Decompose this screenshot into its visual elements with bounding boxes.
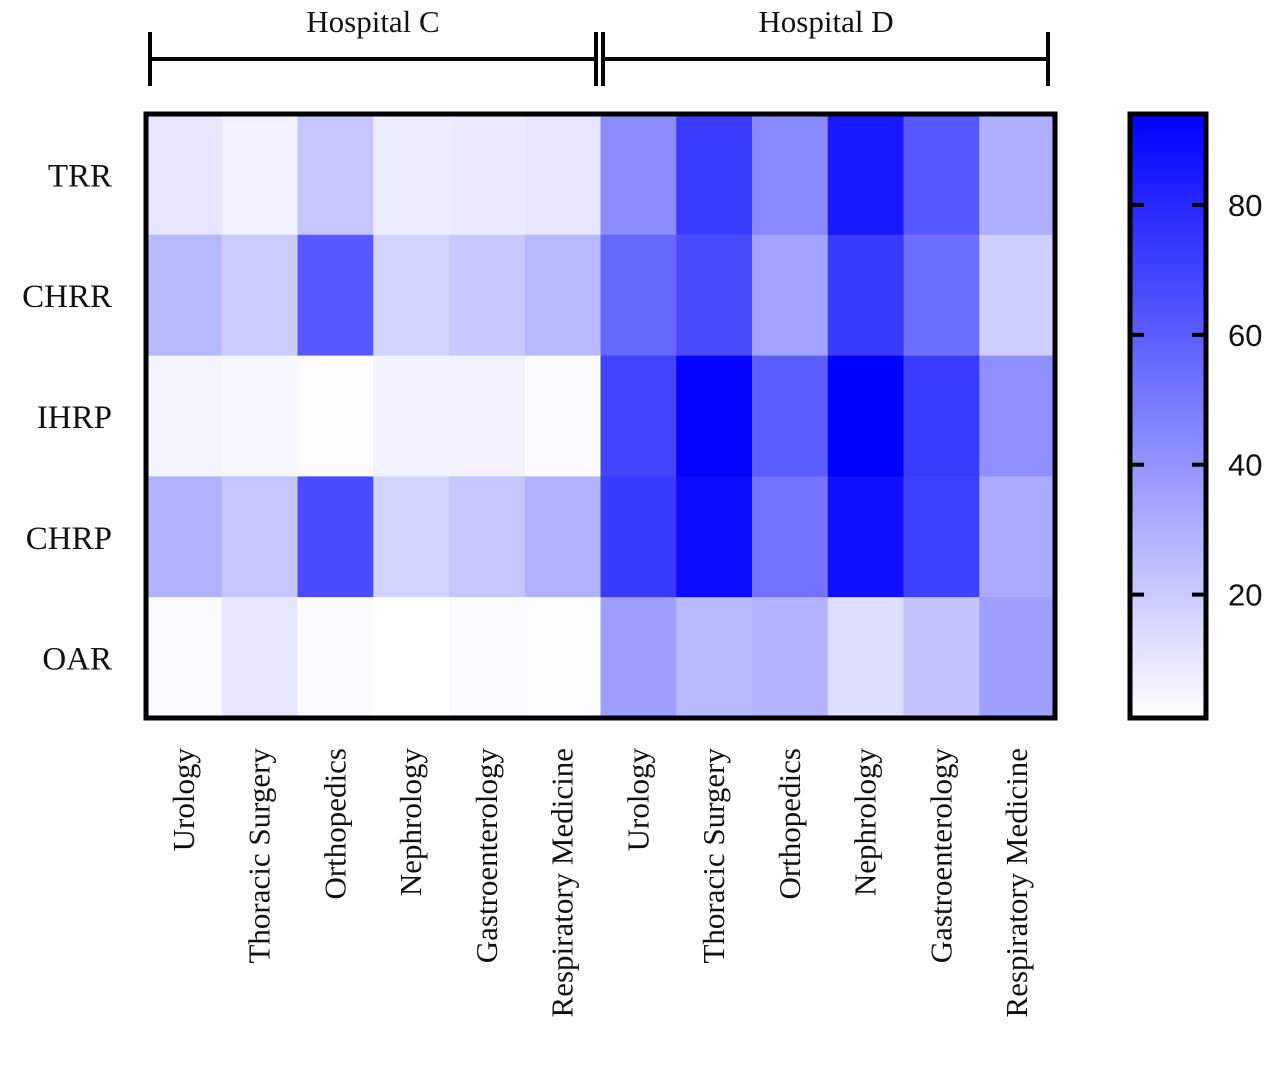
heatmap-cell [827,234,905,357]
heatmap-cell [827,114,905,236]
heatmap-cell [449,355,526,477]
column-label: Urology [166,748,201,852]
heatmap-cell [297,597,374,719]
column-label: Urology [620,748,655,852]
colorbar-tick-label: 20 [1228,578,1262,613]
heatmap-cell [903,597,980,719]
heatmap-cell [524,234,602,357]
heatmap-cell [903,114,980,236]
heatmap-cell [449,597,526,719]
heatmap-cell [373,476,450,598]
heatmap-cell [221,234,299,357]
heatmap-cell [449,114,526,236]
colorbar-tick-label: 80 [1228,188,1262,223]
heatmap-cell [903,476,980,598]
heatmap-cell [676,355,753,477]
heatmap-cell [979,476,1056,598]
heatmap-cell [297,234,374,357]
row-labels: TRR CHRR IHRP CHRP OAR [22,158,112,677]
heatmap-cell [221,114,299,236]
column-label: Gastroenterology [923,748,958,964]
group-label-hospital-c: Hospital C [306,4,439,39]
heatmap-cell [524,476,602,598]
heatmap-cell [676,234,753,357]
heatmap-cell [600,355,677,477]
heatmap-cell [979,597,1056,719]
heatmap-cell [146,355,223,477]
heatmap-cell [146,234,223,357]
column-label: Nephrology [393,748,428,897]
hospital-d-bracket: Hospital D [601,4,1050,86]
heatmap-cell [600,114,677,236]
row-label: TRR [48,158,112,194]
heatmap-cell [752,597,829,719]
heatmap-cell [979,355,1056,477]
heatmap-cells [146,114,1056,719]
colorbar-ticks: 20 40 60 80 [1130,188,1262,613]
heatmap-cell [373,114,450,236]
row-label: CHRP [26,521,112,557]
heatmap-cell [297,355,374,477]
heatmap-cell [903,355,980,477]
heatmap-cell [676,114,753,236]
hospital-c-bracket: Hospital C [148,4,598,86]
heatmap-cell [676,476,753,598]
heatmap-cell [752,114,829,236]
colorbar-tick-label: 60 [1228,318,1262,353]
column-label: Thoracic Surgery [242,748,277,964]
column-labels: Urology Thoracic Surgery Orthopedics Nephro… [166,748,1034,1018]
heatmap-cell [221,597,299,719]
heatmap-cell [146,476,223,598]
heatmap-cell [600,476,677,598]
heatmap-cell [903,234,980,357]
column-label: Respiratory Medicine [999,748,1034,1017]
heatmap-cell [146,597,223,719]
heatmap-frame [143,111,1058,721]
heatmap-cell [979,234,1056,357]
heatmap-cell [979,114,1056,236]
heatmap-cell [827,476,905,598]
heatmap-cell [600,597,677,719]
heatmap-cell [752,476,829,598]
heatmap-cell [524,355,602,477]
group-brackets: Hospital C Hospital D [148,4,1050,86]
row-label: CHRR [22,279,112,315]
row-label: IHRP [37,400,112,436]
group-label-hospital-d: Hospital D [758,4,893,39]
column-label: Thoracic Surgery [696,748,731,964]
heatmap-cell [827,597,905,719]
heatmap-cell [524,597,602,719]
column-label: Orthopedics [772,748,807,900]
heatmap-cell [373,355,450,477]
column-label: Nephrology [848,748,883,897]
heatmap-cell [827,355,905,477]
column-label: Gastroenterology [469,748,504,964]
heatmap-cell [524,114,602,236]
column-label: Orthopedics [317,748,352,900]
heatmap-cell [297,476,374,598]
heatmap-cell [221,476,299,598]
heatmap-cell [600,234,677,357]
heatmap-cell [676,597,753,719]
heatmap-cell [449,476,526,598]
colorbar: 20 40 60 80 [1127,111,1262,721]
colorbar-tick-label: 40 [1228,448,1262,483]
heatmap-cell [449,234,526,357]
heatmap-cell [752,355,829,477]
heatmap-cell [221,355,299,477]
heatmap-cell [373,234,450,357]
row-label: OAR [42,642,112,678]
heatmap-cell [373,597,450,719]
column-label: Respiratory Medicine [545,748,580,1017]
heatmap-cell [752,234,829,357]
colorbar-gradient [1127,111,1209,721]
heatmap-cell [146,114,223,236]
heatmap-cell [297,114,374,236]
